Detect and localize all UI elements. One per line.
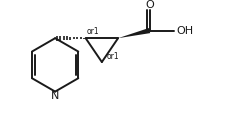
Text: or1: or1	[87, 27, 99, 36]
Text: or1: or1	[107, 52, 119, 61]
Polygon shape	[118, 28, 150, 38]
Text: N: N	[51, 91, 59, 101]
Text: O: O	[145, 0, 154, 10]
Text: OH: OH	[176, 26, 193, 36]
